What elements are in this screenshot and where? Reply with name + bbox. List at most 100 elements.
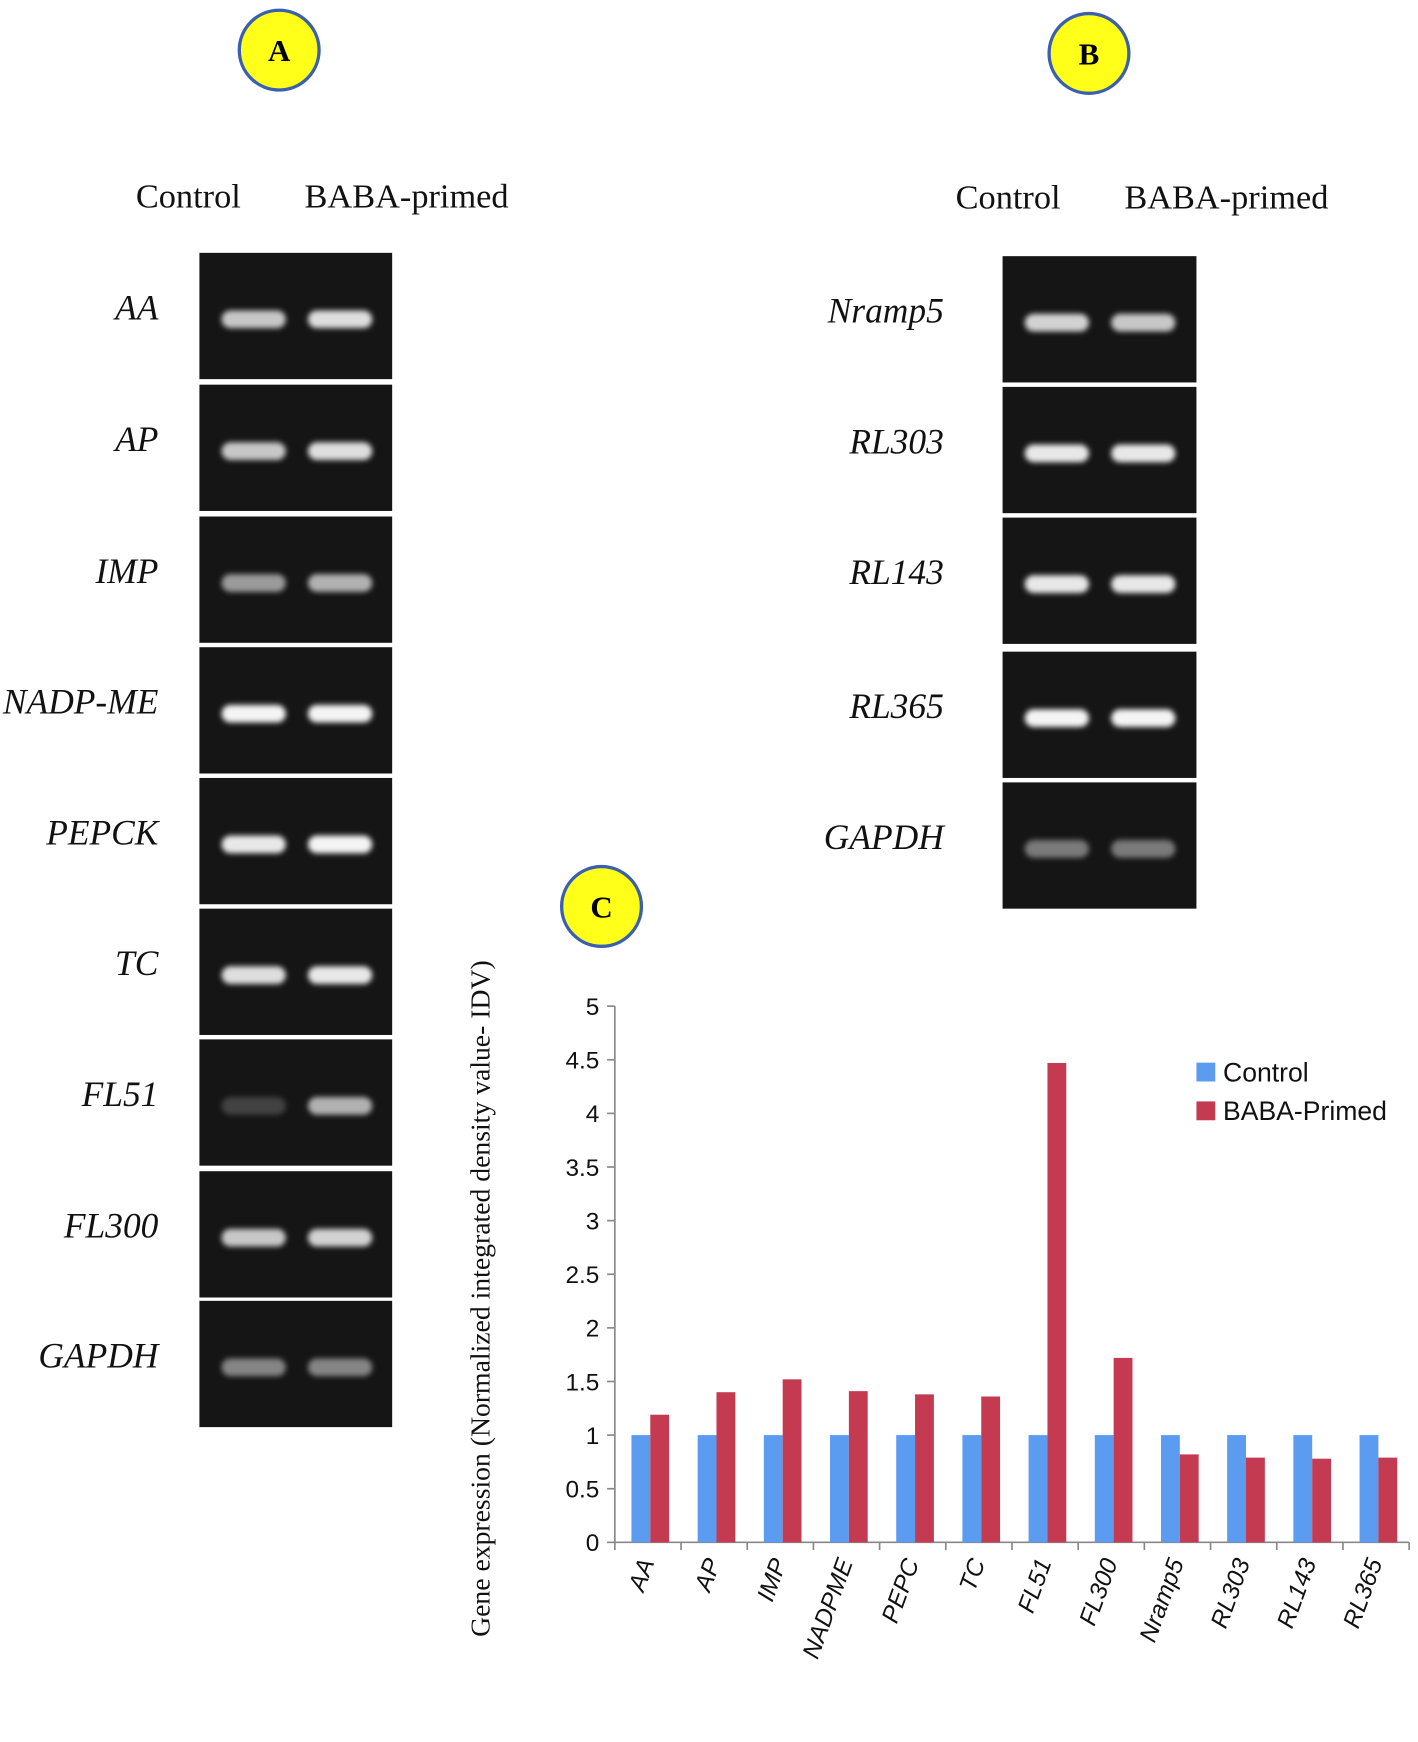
gel-band	[307, 1096, 373, 1115]
y-tick-label: 5	[586, 994, 600, 1021]
bar	[830, 1435, 849, 1543]
bar	[1028, 1435, 1048, 1543]
gene-label: RL365	[848, 686, 944, 726]
y-tick-label: 3.5	[565, 1155, 599, 1182]
lane-header: BABA-primed	[305, 177, 509, 215]
gel-band	[221, 574, 286, 592]
gel-band	[221, 310, 286, 329]
y-tick-label: 1	[586, 1423, 600, 1450]
bar	[1227, 1435, 1247, 1543]
gene-label: TC	[115, 943, 159, 983]
legend-label: BABA-Primed	[1223, 1096, 1387, 1126]
x-tick-label: TC	[955, 1555, 992, 1595]
y-tick-label: 0	[586, 1530, 600, 1557]
bar	[697, 1435, 717, 1543]
bar	[981, 1396, 1001, 1543]
legend-label: Control	[1223, 1057, 1309, 1087]
bar	[650, 1414, 670, 1543]
bar	[1293, 1435, 1313, 1543]
panel-badge	[237, 8, 321, 92]
gel-band	[307, 704, 373, 723]
gene-label: AA	[113, 287, 159, 327]
x-tick-label: FL300	[1075, 1555, 1124, 1630]
y-tick-label: 4.5	[565, 1048, 599, 1075]
panel-label: C	[590, 890, 612, 925]
gene-label: RL143	[848, 552, 944, 592]
lane-header: Control	[136, 177, 241, 215]
panel-badge	[559, 864, 644, 948]
bar	[1179, 1454, 1199, 1543]
x-tick-label: NADPME	[798, 1554, 859, 1662]
bar	[716, 1392, 736, 1543]
gel-band	[1024, 313, 1089, 332]
gel-band	[221, 1228, 286, 1247]
gene-label: Nramp5	[827, 291, 944, 331]
x-tick-label: RL143	[1272, 1555, 1322, 1632]
gel-band	[307, 442, 373, 461]
lane-header: Control	[956, 179, 1061, 217]
y-tick-label: 1.5	[565, 1369, 599, 1396]
bar	[848, 1391, 868, 1543]
bar	[1113, 1357, 1133, 1543]
gel-band	[307, 574, 373, 592]
legend-swatch	[1196, 1101, 1216, 1121]
bar	[631, 1435, 651, 1543]
panel-label: A	[268, 33, 291, 68]
gel-band	[221, 835, 286, 854]
gel-band	[1024, 575, 1089, 593]
gel-band	[307, 966, 373, 984]
lane-header: BABA-primed	[1124, 179, 1328, 217]
x-tick-label: AA	[623, 1555, 660, 1597]
gel-band	[221, 442, 286, 461]
gel-band	[307, 1228, 373, 1247]
gene-label: AP	[113, 419, 158, 459]
gel-band	[221, 1358, 286, 1377]
gene-label: IMP	[94, 551, 158, 591]
gel-band	[1024, 444, 1089, 463]
bar	[782, 1379, 802, 1543]
x-tick-label: FL51	[1013, 1555, 1057, 1616]
x-tick-label: IMP	[752, 1554, 792, 1605]
x-tick-label: RL365	[1338, 1555, 1388, 1632]
gel-band	[1111, 709, 1176, 727]
bar	[763, 1435, 783, 1543]
bar	[1246, 1457, 1265, 1543]
bar	[1160, 1435, 1180, 1543]
gel-band	[307, 310, 373, 329]
gel-band	[1111, 444, 1176, 463]
legend-swatch	[1196, 1062, 1216, 1082]
gel-band	[307, 835, 373, 854]
gel-band	[307, 1358, 373, 1377]
gel-band	[1111, 313, 1176, 332]
gene-label: NADP-ME	[2, 682, 159, 722]
gene-label: FL300	[63, 1206, 159, 1246]
y-tick-label: 0.5	[565, 1477, 599, 1504]
gel-band	[1024, 709, 1089, 727]
x-tick-label: PEPC	[877, 1555, 925, 1627]
x-tick-label: RL303	[1206, 1555, 1256, 1632]
gel-band	[221, 1096, 286, 1115]
y-tick-label: 4	[586, 1101, 600, 1128]
gel-band	[1111, 575, 1176, 593]
bar	[1094, 1435, 1114, 1543]
x-tick-label: AP	[689, 1554, 726, 1596]
gene-label: FL51	[81, 1074, 159, 1114]
bar	[962, 1435, 982, 1543]
x-tick-label: Nramp5	[1135, 1555, 1190, 1646]
bar	[1312, 1458, 1332, 1543]
bar	[1047, 1062, 1067, 1543]
gel-band	[221, 966, 286, 984]
gel-band	[1111, 839, 1176, 858]
y-axis-label: Gene expression (Normalized integrated d…	[465, 960, 496, 1637]
gene-label: GAPDH	[38, 1335, 160, 1375]
y-tick-label: 2	[586, 1316, 600, 1343]
bar	[915, 1394, 934, 1543]
gene-label: PEPCK	[45, 812, 161, 852]
bar	[896, 1435, 916, 1543]
panel-label: B	[1079, 37, 1100, 72]
gel-band	[1024, 839, 1089, 858]
bar	[1378, 1457, 1398, 1543]
bar	[1359, 1435, 1379, 1543]
panel-badge	[1047, 11, 1131, 95]
